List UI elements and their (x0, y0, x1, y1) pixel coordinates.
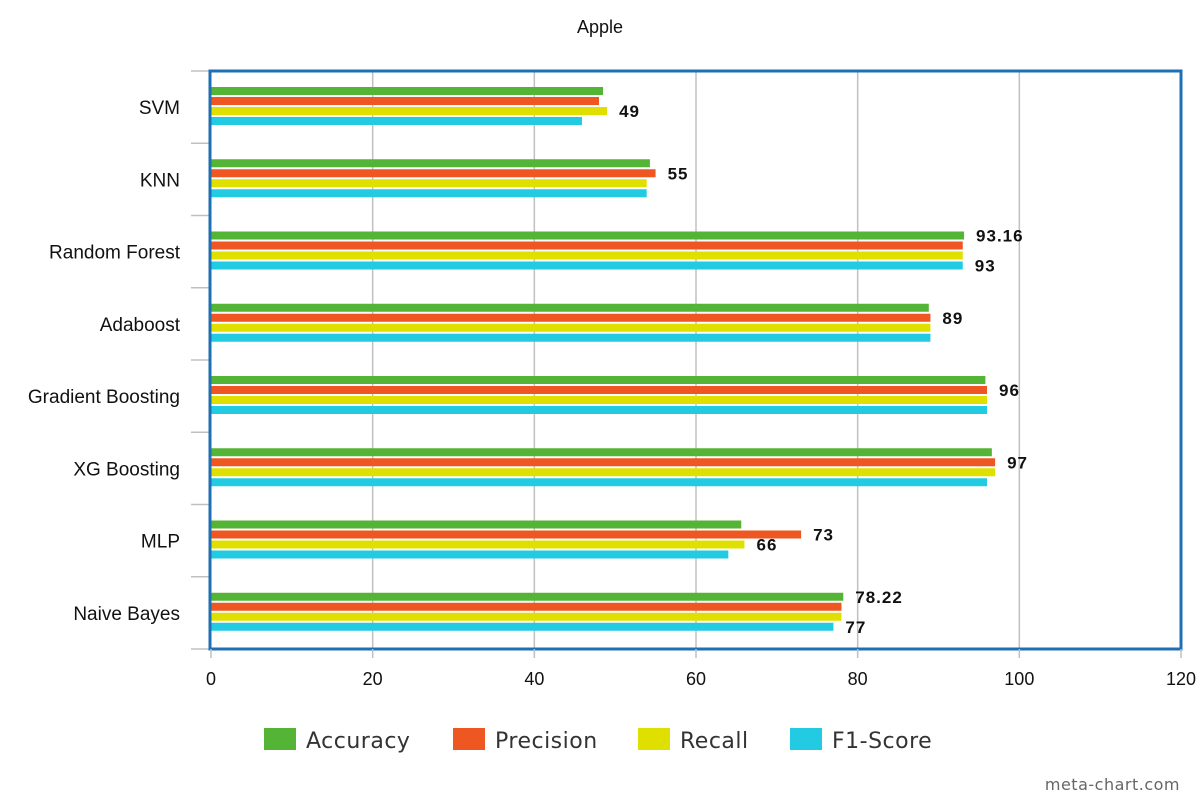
legend-item-f1-score: F1-Score (790, 728, 932, 754)
x-tick-label-60: 60 (686, 669, 706, 689)
x-tick-label-20: 20 (363, 669, 383, 689)
legend-item-precision: Precision (453, 728, 598, 754)
bar-random-forest-accuracy (211, 231, 965, 240)
category-axis: SVM KNN Random Forest Adaboost Gradient Boos… (28, 70, 211, 650)
legend-item-accuracy: Accuracy (264, 728, 410, 754)
legend-label-recall: Recall (680, 729, 749, 754)
data-label-naive-bayes-f1-score: 77 (845, 618, 866, 637)
data-label-gradient-boosting-precision: 96 (999, 381, 1020, 400)
category-label-gradient-boosting: Gradient Boosting (28, 387, 180, 408)
data-label-adaboost-precision: 89 (942, 309, 963, 328)
bar-xg-boosting-f1-score (211, 478, 987, 487)
data-label-xg-boosting-precision: 97 (1007, 453, 1028, 472)
bar-random-forest-f1-score (211, 261, 963, 270)
data-labels: 49 55 93.16 93 89 96 97 73 66 78.22 77 (619, 102, 1028, 637)
legend-swatch-precision (453, 728, 485, 750)
data-label-naive-bayes-accuracy: 78.22 (855, 588, 903, 607)
bar-naive-bayes-precision (211, 602, 842, 611)
bar-knn-f1-score (211, 189, 647, 198)
category-label-svm: SVM (139, 98, 180, 119)
chart-title: Apple (577, 17, 623, 37)
category-label-naive-bayes: Naive Bayes (73, 604, 180, 625)
category-label-random-forest: Random Forest (49, 243, 181, 264)
bars (211, 87, 996, 631)
data-label-random-forest-f1-score: 93 (975, 257, 996, 276)
bar-naive-bayes-f1-score (211, 622, 834, 631)
bar-random-forest-precision (211, 241, 963, 250)
bar-xg-boosting-precision (211, 458, 996, 467)
legend-label-f1-score: F1-Score (832, 729, 932, 754)
bar-naive-bayes-accuracy (211, 592, 844, 601)
grid (371, 71, 1021, 649)
category-label-knn: KNN (140, 170, 180, 191)
category-label-adaboost: Adaboost (100, 315, 181, 336)
data-label-mlp-recall: 66 (757, 536, 778, 555)
data-label-mlp-precision: 73 (813, 526, 834, 545)
legend-swatch-f1-score (790, 728, 822, 750)
bar-mlp-precision (211, 530, 802, 539)
legend-label-accuracy: Accuracy (306, 729, 410, 754)
bar-adaboost-recall (211, 323, 931, 332)
bar-mlp-recall (211, 540, 745, 549)
bar-svm-recall (211, 107, 608, 115)
bar-xg-boosting-recall (211, 468, 996, 477)
legend-label-precision: Precision (495, 729, 598, 754)
x-tick-label-120: 120 (1166, 669, 1196, 689)
bar-knn-accuracy (211, 159, 650, 168)
bar-svm-f1-score (211, 117, 583, 125)
data-label-random-forest-accuracy: 93.16 (976, 227, 1024, 246)
bar-adaboost-precision (211, 313, 931, 322)
bar-knn-precision (211, 169, 656, 178)
x-tick-label-80: 80 (848, 669, 868, 689)
category-label-xg-boosting: XG Boosting (73, 459, 180, 480)
legend: Accuracy Precision Recall F1-Score (264, 728, 932, 754)
bar-naive-bayes-recall (211, 612, 842, 621)
legend-swatch-accuracy (264, 728, 296, 750)
legend-item-recall: Recall (638, 728, 749, 754)
bar-mlp-accuracy (211, 520, 742, 529)
data-label-knn-precision: 55 (668, 164, 689, 183)
bar-xg-boosting-accuracy (211, 448, 992, 457)
watermark: meta-chart.com (1045, 775, 1180, 794)
category-label-mlp: MLP (141, 532, 180, 553)
bar-gradient-boosting-accuracy (211, 376, 986, 384)
bar-knn-recall (211, 179, 647, 188)
bar-adaboost-f1-score (211, 333, 931, 342)
value-axis: 0 20 40 60 80 100 120 (206, 649, 1196, 689)
data-label-svm-recall: 49 (619, 102, 640, 121)
bar-gradient-boosting-precision (211, 386, 987, 394)
bar-svm-precision (211, 97, 599, 105)
bar-mlp-f1-score (211, 550, 729, 559)
legend-swatch-recall (638, 728, 670, 750)
bar-gradient-boosting-recall (211, 396, 987, 404)
x-tick-label-0: 0 (206, 669, 216, 689)
x-tick-label-40: 40 (524, 669, 544, 689)
bar-random-forest-recall (211, 251, 963, 260)
bar-svm-accuracy (211, 87, 604, 95)
bar-adaboost-accuracy (211, 303, 929, 312)
x-tick-label-100: 100 (1004, 669, 1034, 689)
bar-gradient-boosting-f1-score (211, 406, 987, 414)
